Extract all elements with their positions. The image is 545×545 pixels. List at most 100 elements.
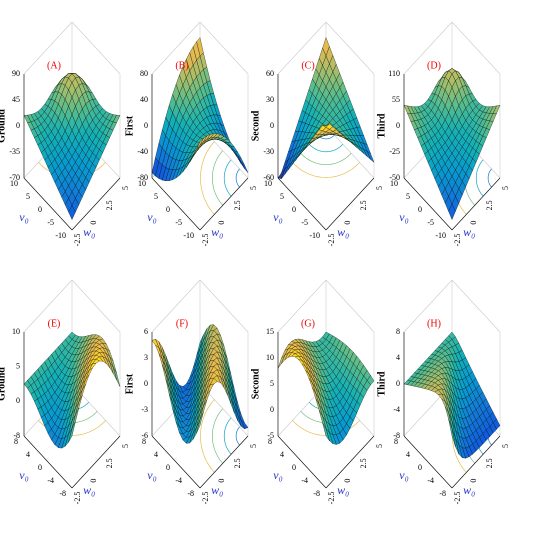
surface-patch	[196, 138, 204, 150]
w-tick-label: 2.5	[359, 200, 368, 210]
v-tick-label: 0	[166, 463, 170, 472]
v-tick-label: 8	[268, 437, 272, 446]
axis-line	[23, 177, 73, 231]
v-tick-label: -4	[301, 476, 308, 485]
box-edge	[325, 279, 375, 333]
v-axis-label: v₀	[19, 468, 29, 482]
box-edge	[151, 279, 201, 333]
w-tick-label: -2.5	[201, 492, 210, 505]
w-tick-label: 5	[121, 444, 130, 448]
v-tick-label: 0	[38, 463, 42, 472]
axis-line	[403, 177, 453, 231]
z-tick-label: 4	[396, 353, 400, 362]
w-axis-label: w₀	[337, 225, 349, 239]
z-tick-label: 3	[144, 353, 148, 362]
z-axis-label: First	[124, 373, 135, 394]
w-tick-label: 0	[217, 479, 226, 483]
contour-line	[200, 399, 215, 473]
z-tick-label: 6	[144, 327, 148, 336]
contour-line	[300, 153, 352, 165]
surface-patch	[448, 418, 456, 447]
v-tick-label: -8	[439, 489, 446, 498]
z-tick-label: 0	[270, 121, 274, 130]
v-tick-label: 5	[280, 192, 284, 201]
box-edge	[325, 21, 375, 75]
v-tick-label: 0	[292, 205, 296, 214]
z-tick-label: -5	[267, 431, 274, 440]
z-tick-label: 10	[266, 353, 274, 362]
w-tick-label: 0	[469, 221, 478, 225]
box-edge	[71, 21, 121, 75]
box-edge	[403, 21, 453, 75]
w-tick-label: 5	[375, 186, 384, 190]
w-axis-label: w₀	[337, 483, 349, 497]
z-tick-label: 90	[12, 69, 20, 78]
v-tick-label: -5	[427, 218, 434, 227]
surface-patch	[68, 204, 76, 220]
axis-line	[403, 435, 453, 489]
contour-line	[487, 168, 492, 188]
z-axis-label: First	[124, 115, 135, 136]
contour-line	[223, 159, 232, 197]
v-tick-label: 10	[138, 179, 146, 188]
v-tick-label: 4	[154, 450, 158, 459]
w-tick-label: 5	[375, 444, 384, 448]
z-tick-label: 5	[270, 379, 274, 388]
w-tick-label: 0	[343, 221, 352, 225]
panel-label: (H)	[427, 318, 441, 329]
w-axis-label: w₀	[211, 225, 223, 239]
w-axis-label: w₀	[83, 225, 95, 239]
panel: (A)90450-35-70Ground1050-5-10v₀-2.502.55…	[0, 21, 130, 247]
z-tick-label: -25	[389, 147, 400, 156]
v-tick-label: -10	[309, 231, 320, 240]
z-tick-label: 5	[16, 361, 20, 370]
v-axis-label: v₀	[399, 468, 409, 482]
v-axis-label: v₀	[147, 210, 157, 224]
v-tick-label: 4	[406, 450, 410, 459]
v-axis-label: v₀	[399, 210, 409, 224]
z-tick-label: -3	[141, 405, 148, 414]
z-tick-label: -8	[393, 431, 400, 440]
v-tick-label: 5	[406, 192, 410, 201]
panel-label: (D)	[427, 60, 441, 71]
w-tick-label: -2.5	[73, 234, 82, 247]
z-tick-label: 0	[144, 121, 148, 130]
w-axis-label: w₀	[83, 483, 95, 497]
v-tick-label: -5	[301, 218, 308, 227]
v-tick-label: 8	[394, 437, 398, 446]
z-axis-label: Ground	[0, 367, 7, 401]
box-edge	[199, 279, 249, 333]
v-tick-label: 0	[166, 205, 170, 214]
z-tick-label: -8	[13, 431, 20, 440]
w-tick-label: 5	[249, 186, 258, 190]
panel-label: (F)	[176, 318, 188, 329]
w-tick-label: 0	[217, 221, 226, 225]
box-edge	[71, 279, 121, 333]
panel: (B)80400-40-80First1050-5-10v₀-2.502.55w…	[124, 21, 258, 247]
v-axis-label: v₀	[273, 468, 283, 482]
v-tick-label: 4	[280, 450, 284, 459]
axis-line	[451, 177, 501, 231]
contour-line	[212, 150, 224, 206]
v-tick-label: 0	[418, 463, 422, 472]
z-axis-label: Third	[376, 371, 387, 396]
axis-line	[325, 177, 375, 231]
w-tick-label: -2.5	[201, 234, 210, 247]
z-tick-label: 0	[396, 379, 400, 388]
v-tick-label: -4	[47, 476, 54, 485]
z-tick-label: -60	[263, 173, 274, 182]
z-tick-label: -6	[141, 431, 148, 440]
w-tick-label: 2.5	[359, 458, 368, 468]
w-tick-label: -2.5	[453, 234, 462, 247]
contour-line	[235, 426, 240, 446]
z-axis-label: Second	[250, 368, 261, 399]
z-tick-label: -40	[137, 147, 148, 156]
z-tick-label: 110	[388, 69, 400, 78]
z-tick-label: 0	[16, 396, 20, 405]
v-tick-label: 5	[26, 192, 30, 201]
contour-line	[223, 417, 232, 455]
surface-patch	[196, 412, 204, 434]
w-tick-label: 2.5	[233, 200, 242, 210]
